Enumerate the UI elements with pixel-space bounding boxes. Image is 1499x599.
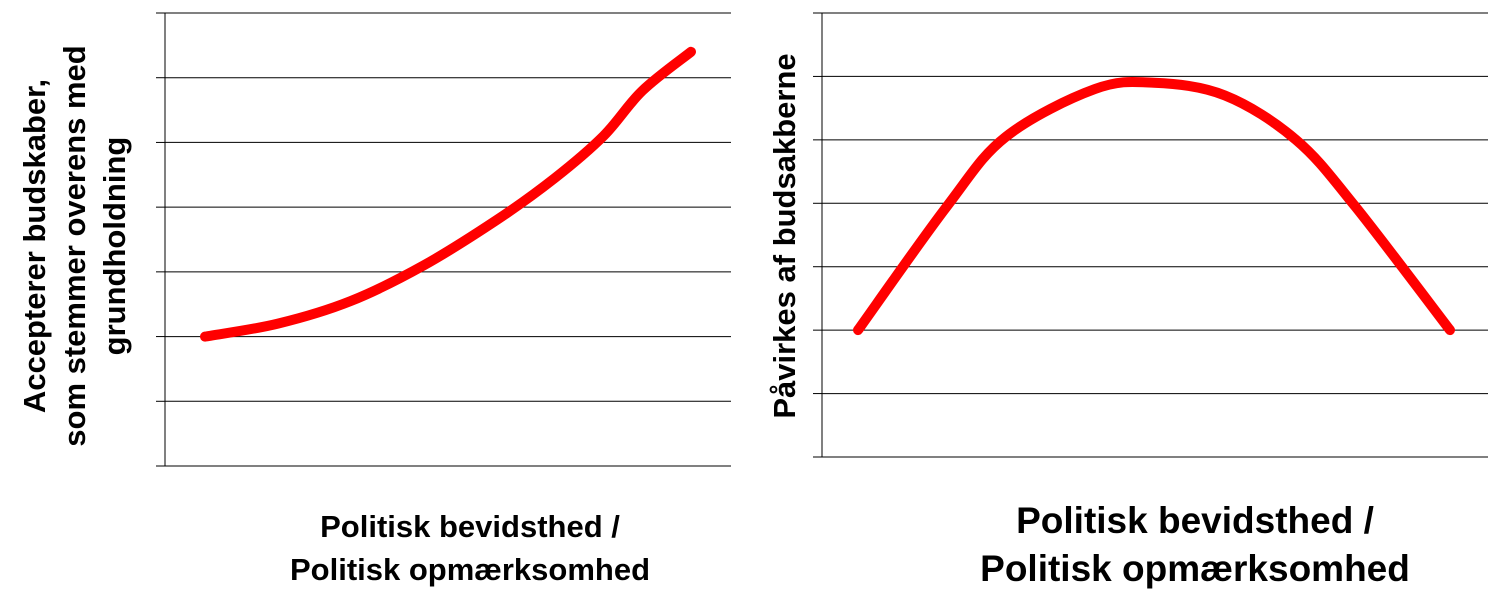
series-line bbox=[200, 46, 696, 342]
x-axis-label-line: Politisk opmærksomhed bbox=[290, 552, 650, 587]
y-axis-label-line: som stemmer overens med bbox=[57, 45, 92, 446]
y-axis-label-line: Accepterer budskaber, bbox=[17, 79, 52, 413]
y-axis-label-line: grundholdning bbox=[97, 137, 132, 356]
chart-right: Påvirkes af budsakberne Politisk bevidsth… bbox=[767, 12, 1488, 589]
x-axis-label-line: Politisk bevidsthed / bbox=[1016, 500, 1374, 541]
x-axis-label-line: Politisk bevidsthed / bbox=[320, 509, 620, 544]
y-axis-label-line: Påvirkes af budsakberne bbox=[767, 53, 802, 418]
x-axis-label-line: Politisk opmærksomhed bbox=[980, 548, 1410, 589]
chart-left: Accepterer budskaber, som stemmer overens… bbox=[17, 12, 731, 587]
series-line bbox=[853, 76, 1455, 336]
